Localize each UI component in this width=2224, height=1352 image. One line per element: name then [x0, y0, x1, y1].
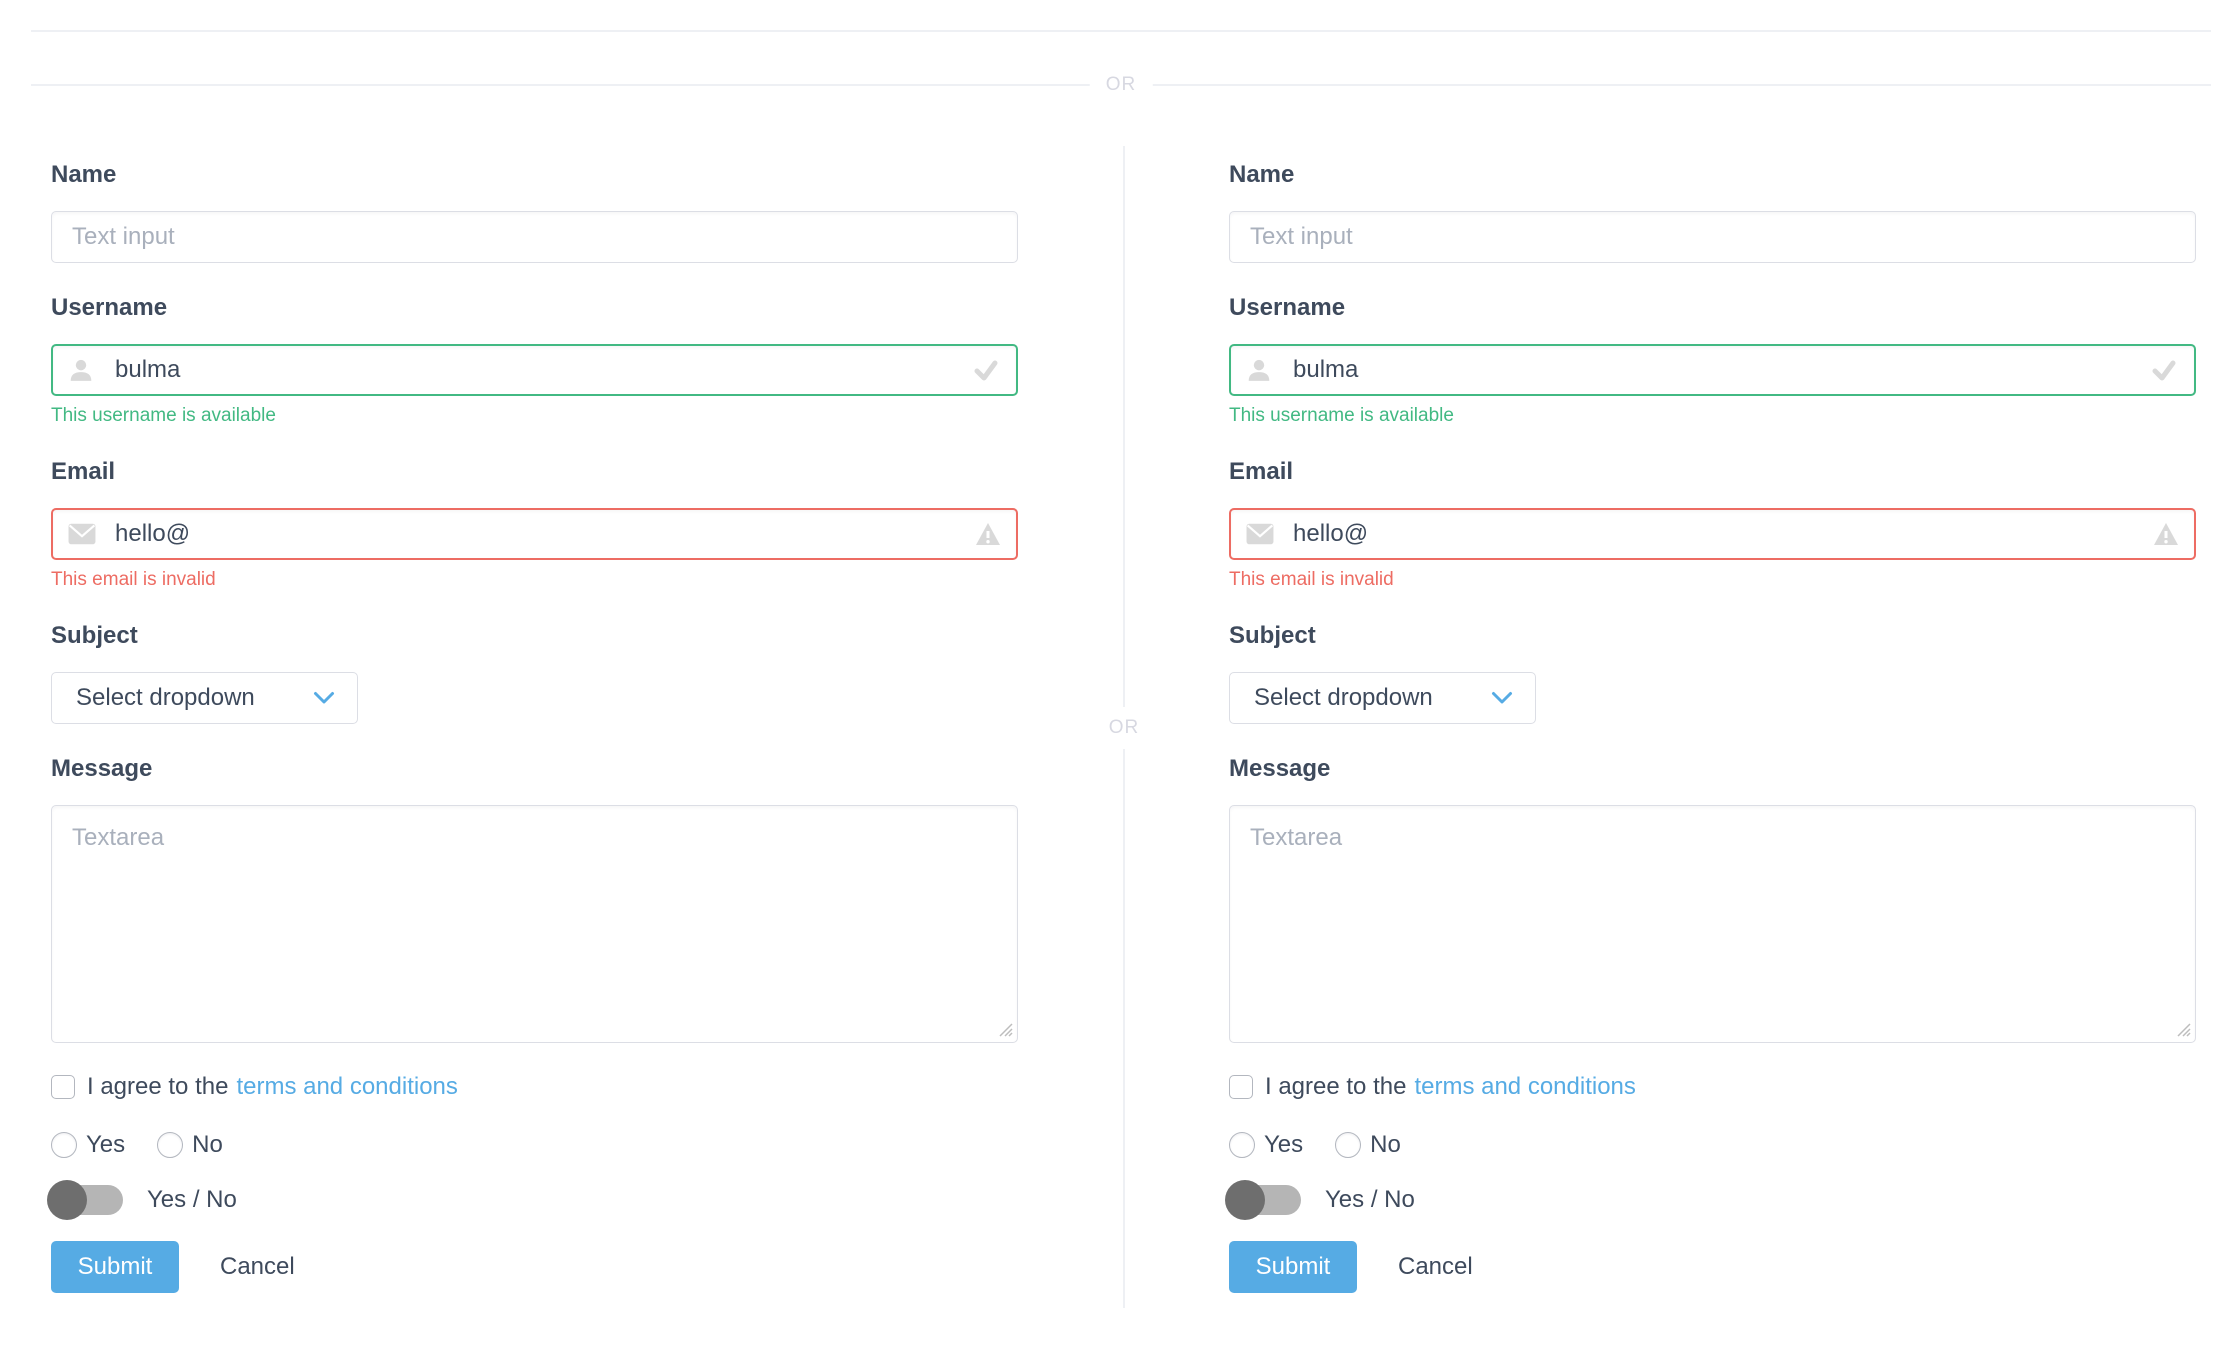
email-field: Email This email is invalid — [51, 457, 1018, 591]
radio-no-label: No — [1370, 1131, 1401, 1158]
chevron-down-icon — [1491, 691, 1513, 705]
cancel-button[interactable]: Cancel — [220, 1253, 295, 1280]
top-rule — [31, 30, 2211, 32]
radio-yes[interactable] — [1229, 1132, 1255, 1158]
form-column-right: Name Username This username is available… — [1225, 160, 2196, 1293]
subject-select[interactable]: Select dropdown — [51, 672, 358, 724]
form-column-left: Name Username This username is available… — [47, 160, 1018, 1293]
message-label: Message — [1229, 755, 1331, 782]
radio-no-label: No — [192, 1131, 223, 1158]
message-field: Message — [51, 754, 1018, 1043]
resize-grip-icon[interactable] — [2175, 1021, 2191, 1037]
message-field: Message — [1229, 754, 2196, 1043]
check-icon — [2149, 355, 2179, 385]
switch-knob-icon — [1225, 1180, 1265, 1220]
agree-text: I agree to the — [87, 1073, 229, 1100]
message-textarea[interactable] — [1229, 805, 2196, 1043]
or-divider-label: OR — [1096, 707, 1152, 749]
button-row: Submit Cancel — [51, 1241, 1018, 1293]
radio-row: Yes No — [1229, 1131, 2196, 1159]
subject-select-value: Select dropdown — [1254, 684, 1433, 711]
name-label: Name — [51, 161, 117, 188]
username-help-text: This username is available — [51, 405, 276, 426]
subject-label: Subject — [1229, 622, 1316, 649]
horizontal-or-divider: OR — [31, 72, 2211, 98]
agree-checkbox[interactable] — [1229, 1075, 1253, 1099]
email-label: Email — [1229, 458, 1294, 485]
user-icon — [68, 357, 94, 383]
warning-icon — [2153, 522, 2179, 546]
agree-row: I agree to the terms and conditions — [1229, 1073, 2196, 1101]
toggle-switch[interactable] — [1225, 1180, 1301, 1220]
email-field: Email This email is invalid — [1229, 457, 2196, 591]
email-help-text: This email is invalid — [1229, 569, 1394, 590]
name-input[interactable] — [1229, 211, 2196, 263]
radio-row: Yes No — [51, 1131, 1018, 1159]
name-label: Name — [1229, 161, 1295, 188]
cancel-button[interactable]: Cancel — [1398, 1253, 1473, 1280]
switch-row: Yes / No — [47, 1180, 1018, 1220]
vertical-or-divider: OR — [1096, 146, 1152, 1308]
username-field: Username This username is available — [51, 293, 1018, 427]
subject-select-value: Select dropdown — [76, 684, 255, 711]
email-label: Email — [51, 458, 116, 485]
name-field: Name — [1229, 160, 2196, 263]
email-help-text: This email is invalid — [51, 569, 216, 590]
username-field: Username This username is available — [1229, 293, 2196, 427]
switch-label: Yes / No — [147, 1186, 237, 1213]
radio-no[interactable] — [1335, 1132, 1362, 1158]
switch-row: Yes / No — [1225, 1180, 2196, 1220]
toggle-switch[interactable] — [47, 1180, 123, 1220]
envelope-icon — [1246, 523, 1274, 545]
chevron-down-icon — [313, 691, 335, 705]
username-input[interactable] — [1229, 344, 2196, 396]
username-input[interactable] — [51, 344, 1018, 396]
radio-no[interactable] — [157, 1132, 184, 1158]
message-textarea[interactable] — [51, 805, 1018, 1043]
submit-button[interactable]: Submit — [1229, 1241, 1357, 1293]
user-icon — [1246, 357, 1272, 383]
or-divider-label: OR — [1089, 72, 1153, 98]
email-input[interactable] — [51, 508, 1018, 560]
username-label: Username — [51, 294, 168, 321]
switch-knob-icon — [47, 1180, 87, 1220]
terms-and-conditions-link[interactable]: terms and conditions — [1414, 1073, 1636, 1100]
name-input[interactable] — [51, 211, 1018, 263]
username-label: Username — [1229, 294, 1346, 321]
agree-checkbox[interactable] — [51, 1075, 75, 1099]
radio-yes-label: Yes — [1264, 1131, 1304, 1158]
subject-field: Subject Select dropdown — [51, 621, 1018, 724]
check-icon — [971, 355, 1001, 385]
button-row: Submit Cancel — [1229, 1241, 2196, 1293]
resize-grip-icon[interactable] — [997, 1021, 1013, 1037]
subject-label: Subject — [51, 622, 138, 649]
name-field: Name — [51, 160, 1018, 263]
terms-and-conditions-link[interactable]: terms and conditions — [236, 1073, 458, 1100]
username-help-text: This username is available — [1229, 405, 1454, 426]
envelope-icon — [68, 523, 96, 545]
submit-button[interactable]: Submit — [51, 1241, 179, 1293]
agree-row: I agree to the terms and conditions — [51, 1073, 1018, 1101]
radio-yes-label: Yes — [86, 1131, 126, 1158]
subject-select[interactable]: Select dropdown — [1229, 672, 1536, 724]
agree-text: I agree to the — [1265, 1073, 1407, 1100]
switch-label: Yes / No — [1325, 1186, 1415, 1213]
email-input[interactable] — [1229, 508, 2196, 560]
warning-icon — [975, 522, 1001, 546]
subject-field: Subject Select dropdown — [1229, 621, 2196, 724]
radio-yes[interactable] — [51, 1132, 77, 1158]
message-label: Message — [51, 755, 153, 782]
